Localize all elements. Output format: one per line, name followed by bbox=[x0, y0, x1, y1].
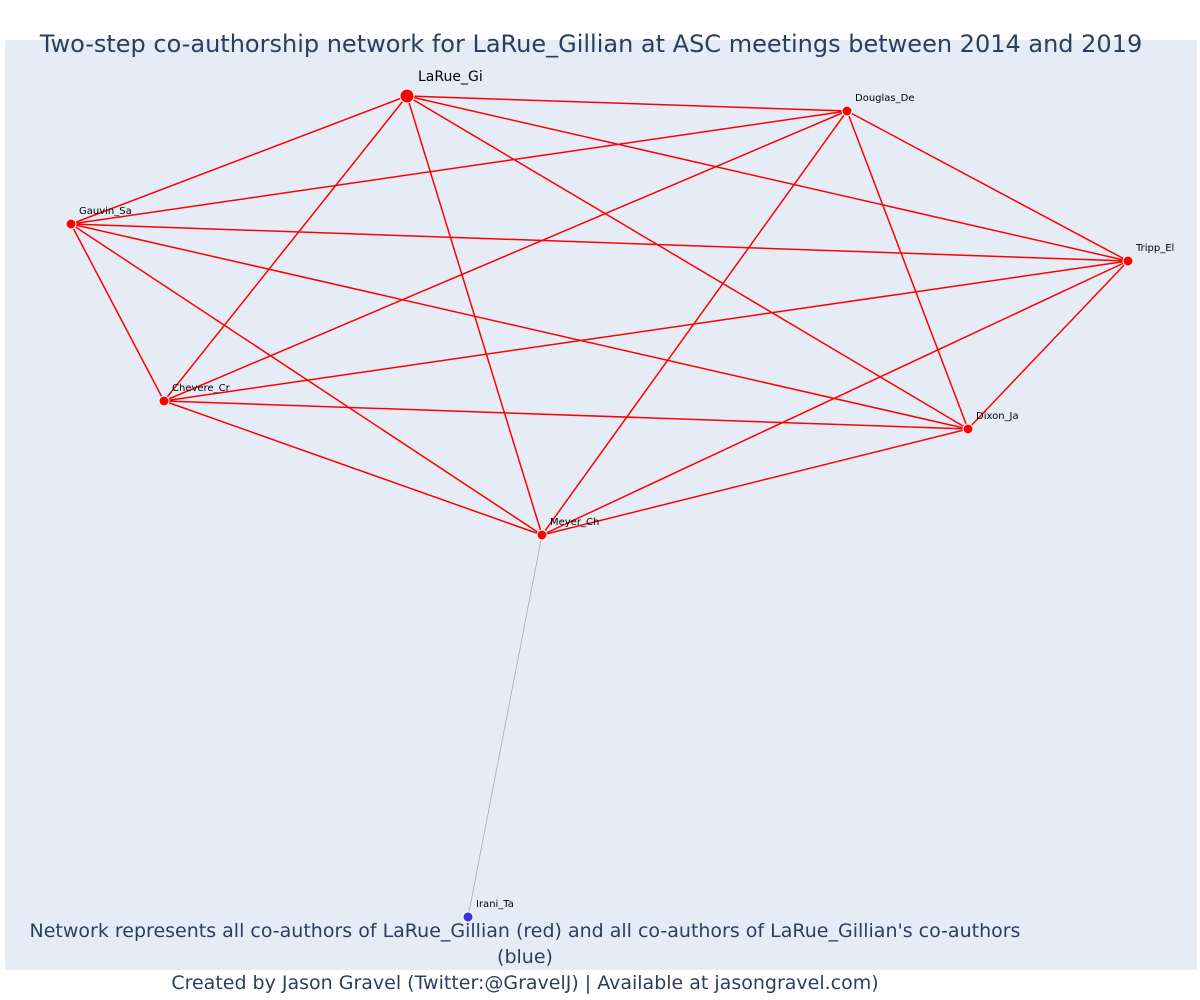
edge-Gauvin_Sa-Tripp_El bbox=[70, 223, 1129, 262]
edge-Gauvin_Sa-Dixon_Ja bbox=[70, 223, 969, 430]
node-LaRue_Gi[interactable] bbox=[399, 88, 415, 104]
network-graph: LaRue_Gi Douglas_De Gauvin_Sa Tripp_El Cheve… bbox=[65, 69, 1174, 923]
edge-Douglas_De-Gauvin_Sa bbox=[70, 110, 848, 225]
node-label-Tripp_El: Tripp_El bbox=[1135, 243, 1174, 254]
node-label-LaRue_Gi: LaRue_Gi bbox=[418, 69, 483, 85]
edge-LaRue_Gi-Chevere_Cr bbox=[163, 95, 408, 402]
edge-Dixon_Ja-Meyer_Ch bbox=[541, 428, 969, 536]
node-Douglas_De[interactable] bbox=[841, 105, 853, 117]
edge-Douglas_De-Chevere_Cr bbox=[163, 110, 848, 402]
node-Chevere_Cr[interactable] bbox=[158, 395, 170, 407]
chart-title: Two-step co-authorship network for LaRue… bbox=[39, 30, 1143, 58]
edge-LaRue_Gi-Gauvin_Sa bbox=[70, 95, 408, 225]
edge-Douglas_De-Meyer_Ch bbox=[541, 110, 848, 536]
edge-Gauvin_Sa-Chevere_Cr bbox=[70, 223, 165, 402]
node-Irani_Ta[interactable] bbox=[462, 911, 474, 923]
node-label-Chevere_Cr: Chevere_Cr bbox=[172, 383, 231, 394]
plot-area: LaRue_Gi Douglas_De Gauvin_Sa Tripp_El Cheve… bbox=[5, 40, 1197, 970]
edge-Tripp_El-Meyer_Ch bbox=[541, 260, 1129, 536]
edge-Gauvin_Sa-Meyer_Ch bbox=[70, 223, 543, 536]
node-Dixon_Ja[interactable] bbox=[962, 423, 974, 435]
edge-Douglas_De-Tripp_El bbox=[846, 110, 1129, 262]
edge-Chevere_Cr-Meyer_Ch bbox=[163, 400, 543, 536]
node-label-Dixon_Ja: Dixon_Ja bbox=[976, 411, 1019, 422]
node-label-Douglas_De: Douglas_De bbox=[855, 93, 914, 104]
node-label-Meyer_Ch: Meyer_Ch bbox=[550, 517, 599, 528]
node-label-Irani_Ta: Irani_Ta bbox=[476, 899, 514, 910]
node-Meyer_Ch[interactable] bbox=[536, 529, 548, 541]
caption-line-1: Network represents all co-authors of LaR… bbox=[29, 920, 1021, 968]
edge-Tripp_El-Chevere_Cr bbox=[163, 260, 1129, 402]
caption-line-2: Created by Jason Gravel (Twitter:@Gravel… bbox=[171, 972, 879, 994]
edge-Chevere_Cr-Dixon_Ja bbox=[163, 400, 969, 430]
node-Tripp_El[interactable] bbox=[1122, 255, 1134, 267]
edge-LaRue_Gi-Douglas_De bbox=[406, 95, 848, 112]
edge-Meyer_Ch-Irani_Ta bbox=[467, 534, 543, 918]
edge-LaRue_Gi-Tripp_El bbox=[406, 95, 1129, 262]
node-Gauvin_Sa[interactable] bbox=[65, 218, 77, 230]
node-label-Gauvin_Sa: Gauvin_Sa bbox=[79, 206, 132, 217]
edge-Tripp_El-Dixon_Ja bbox=[967, 260, 1129, 430]
edge-Douglas_De-Dixon_Ja bbox=[846, 110, 969, 430]
caption: Network represents all co-authors of LaR… bbox=[0, 918, 1050, 996]
edge-LaRue_Gi-Dixon_Ja bbox=[406, 95, 969, 430]
